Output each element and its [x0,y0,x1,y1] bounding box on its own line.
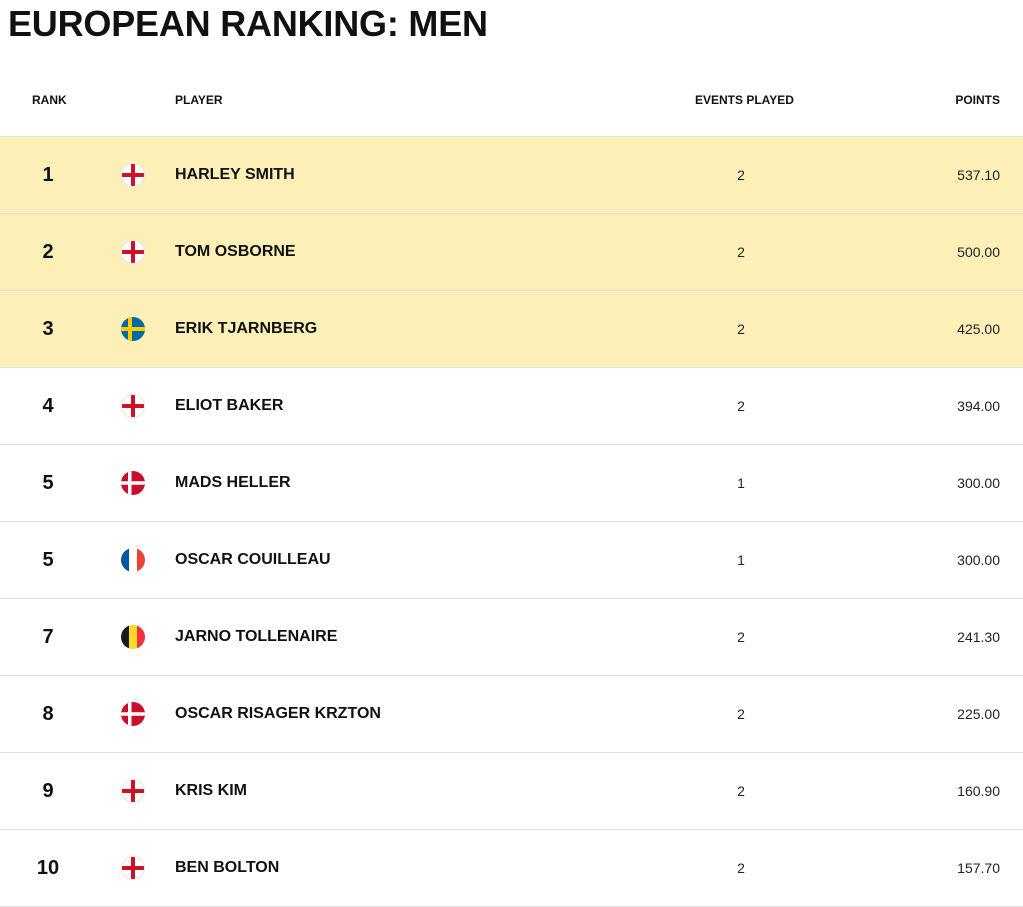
events-played-cell: 2 [737,321,745,337]
points-cell: 425.00 [957,321,1000,337]
events-played-cell: 1 [737,552,745,568]
column-header-points[interactable]: POINTS [955,93,1000,107]
points-cell: 300.00 [957,475,1000,491]
ranking-row[interactable]: 1 HARLEY SMITH 2 537.10 [0,137,1023,214]
england-flag-icon [121,240,145,264]
points-cell: 241.30 [957,629,1000,645]
ranking-row[interactable]: 3 ERIK TJARNBERG 2 425.00 [0,291,1023,368]
player-name-link[interactable]: TOM OSBORNE [175,243,296,260]
england-flag-icon [121,779,145,803]
events-played-cell: 2 [737,706,745,722]
ranking-row[interactable]: 7 JARNO TOLLENAIRE 2 241.30 [0,599,1023,676]
ranking-row[interactable]: 9 KRIS KIM 2 160.90 [0,753,1023,830]
belgium-flag-icon [121,625,145,649]
france-flag-icon [121,548,145,572]
rank-cell: 8 [42,703,54,725]
ranking-row[interactable]: 4 ELIOT BAKER 2 394.00 [0,368,1023,445]
rank-cell: 2 [42,241,54,263]
events-played-cell: 2 [737,629,745,645]
rank-cell: 4 [42,395,54,417]
column-header-rank[interactable]: RANK [32,93,67,107]
rank-cell: 10 [36,857,60,879]
events-played-cell: 2 [737,167,745,183]
player-name-link[interactable]: ELIOT BAKER [175,397,284,414]
ranking-table-body: 1 HARLEY SMITH 2 537.10 2 TOM OSBORNE 2 … [0,137,1023,907]
denmark-flag-icon [121,471,145,495]
player-name-link[interactable]: BEN BOLTON [175,859,280,876]
ranking-row[interactable]: 8 OSCAR RISAGER KRZTON 2 225.00 [0,676,1023,753]
ranking-table-header: RANK PLAYER EVENTS PLAYED POINTS [0,64,1023,137]
rank-cell: 1 [42,164,54,186]
player-name-link[interactable]: OSCAR RISAGER KRZTON [175,705,381,722]
events-played-cell: 1 [737,475,745,491]
points-cell: 157.70 [957,860,1000,876]
rank-cell: 9 [42,780,54,802]
column-header-player[interactable]: PLAYER [175,93,223,107]
events-played-cell: 2 [737,860,745,876]
player-name-link[interactable]: MADS HELLER [175,474,291,491]
england-flag-icon [121,856,145,880]
page-title: EUROPEAN RANKING: MEN [8,3,488,44]
rank-cell: 3 [42,318,54,340]
points-cell: 300.00 [957,552,1000,568]
ranking-row[interactable]: 5 OSCAR COUILLEAU 1 300.00 [0,522,1023,599]
player-name-link[interactable]: ERIK TJARNBERG [175,320,318,337]
ranking-row[interactable]: 5 MADS HELLER 1 300.00 [0,445,1023,522]
ranking-row[interactable]: 10 BEN BOLTON 2 157.70 [0,830,1023,907]
player-name-link[interactable]: KRIS KIM [175,782,247,799]
player-name-link[interactable]: JARNO TOLLENAIRE [175,628,338,645]
column-header-events-played[interactable]: EVENTS PLAYED [695,93,794,107]
points-cell: 394.00 [957,398,1000,414]
events-played-cell: 2 [737,398,745,414]
england-flag-icon [121,163,145,187]
points-cell: 160.90 [957,783,1000,799]
denmark-flag-icon [121,702,145,726]
england-flag-icon [121,394,145,418]
sweden-flag-icon [121,317,145,341]
rank-cell: 7 [42,626,54,648]
points-cell: 537.10 [957,167,1000,183]
events-played-cell: 2 [737,244,745,260]
rank-cell: 5 [42,549,54,571]
points-cell: 500.00 [957,244,1000,260]
player-name-link[interactable]: OSCAR COUILLEAU [175,551,331,568]
events-played-cell: 2 [737,783,745,799]
rank-cell: 5 [42,472,54,494]
points-cell: 225.00 [957,706,1000,722]
ranking-row[interactable]: 2 TOM OSBORNE 2 500.00 [0,214,1023,291]
player-name-link[interactable]: HARLEY SMITH [175,166,295,183]
